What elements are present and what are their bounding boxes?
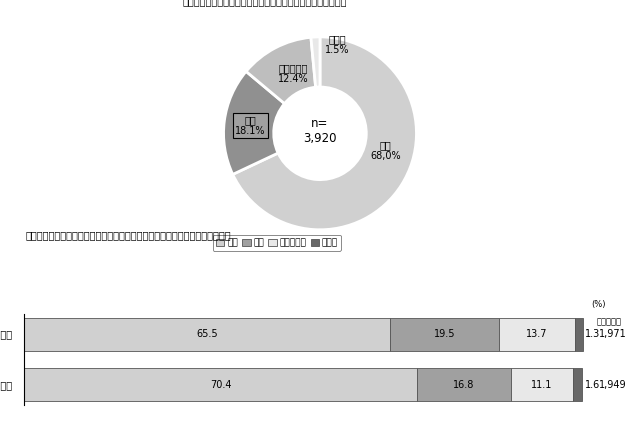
Bar [417, 368, 511, 401]
Text: 11.1: 11.1 [531, 380, 553, 390]
Text: (%): (%) [591, 300, 605, 309]
Text: n=
3,920: n= 3,920 [303, 118, 337, 145]
Text: 無回答
1.5%: 無回答 1.5% [325, 34, 349, 55]
Wedge shape [311, 37, 320, 87]
Wedge shape [246, 37, 316, 104]
Text: 1.6: 1.6 [585, 380, 600, 390]
Wedge shape [233, 37, 417, 230]
Text: 小学生の保護者: 小学生の保護者 [0, 329, 13, 339]
Text: （学力向上のため学校に求めたいことの有無＜小学生、中学生の保護者別＞）: （学力向上のため学校に求めたいことの有無＜小学生、中学生の保護者別＞） [26, 230, 231, 241]
Wedge shape [223, 72, 285, 174]
Bar [573, 368, 582, 401]
Text: 1,971: 1,971 [599, 329, 627, 339]
Text: わからない
12.4%: わからない 12.4% [278, 63, 308, 84]
Text: 1,949: 1,949 [598, 380, 627, 390]
Bar [499, 318, 575, 351]
Text: ある
68,0%: ある 68,0% [371, 140, 401, 161]
Bar [24, 368, 417, 401]
Text: 1.3: 1.3 [586, 329, 600, 339]
Text: 65.5: 65.5 [196, 329, 218, 339]
Bar [390, 318, 499, 351]
Text: 13.7: 13.7 [526, 329, 548, 339]
Text: 19.5: 19.5 [433, 329, 455, 339]
Text: （学力向上のため学校に求めたいことの有無＜保護者全体＞）: （学力向上のため学校に求めたいことの有無＜保護者全体＞） [182, 0, 347, 6]
Legend: ある, ない, わからない, 無回答: ある, ない, わからない, 無回答 [212, 235, 341, 251]
Text: ない
18.1%: ない 18.1% [236, 115, 266, 136]
Bar [24, 318, 390, 351]
Text: サンプル数: サンプル数 [596, 318, 621, 327]
Text: 中学生の保護者: 中学生の保護者 [0, 380, 13, 390]
Text: 16.8: 16.8 [453, 380, 475, 390]
Bar [511, 368, 573, 401]
Text: 70.4: 70.4 [210, 380, 231, 390]
Bar [575, 318, 582, 351]
